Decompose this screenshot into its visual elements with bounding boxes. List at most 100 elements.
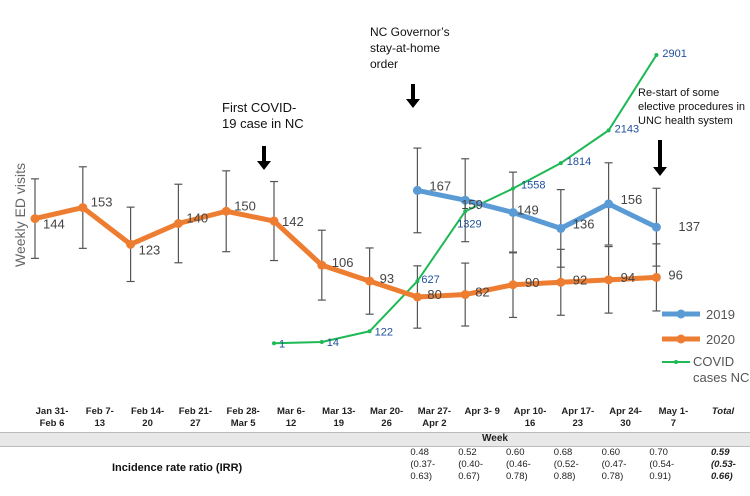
point-2020-5 xyxy=(269,216,279,226)
week-header-2: Feb 14- 20 xyxy=(130,406,165,429)
data-label-covid-12: 2143 xyxy=(615,123,639,135)
data-label-covid-13: 2901 xyxy=(662,48,686,60)
legend: 2019 2020 COVID cases NC xyxy=(662,307,749,385)
table-week-title: Week xyxy=(482,433,508,444)
week-header-3: Feb 21- 27 xyxy=(178,406,213,429)
point-2020-3 xyxy=(173,219,183,228)
arrow-first-case-head xyxy=(257,161,271,170)
annotation-first-case: First COVID- 19 case in NC xyxy=(222,100,304,131)
data-label-covid-11: 1814 xyxy=(567,156,591,168)
data-label-2020-7: 93 xyxy=(380,271,394,286)
data-label-2020-13: 96 xyxy=(668,267,682,282)
series-line-2019 xyxy=(416,187,658,231)
irr-cell-11: 0.68 (0.52- 0.88) xyxy=(553,447,579,482)
point-2020-1 xyxy=(78,203,88,213)
point-2020-12 xyxy=(604,275,614,285)
point-2020-4 xyxy=(221,206,231,216)
data-label-covid-8: 627 xyxy=(421,274,439,286)
point-covid-12 xyxy=(606,128,611,133)
point-covid-5 xyxy=(272,341,276,346)
arrow-stay-at-home-head xyxy=(406,99,420,108)
y-axis-label: Weekly ED visits xyxy=(12,163,28,267)
week-header-10: Apr 10- 16 xyxy=(513,406,547,429)
irr-cell-9: 0.52 (0.40- 0.67) xyxy=(458,447,484,482)
data-label-covid-7: 122 xyxy=(375,326,393,338)
data-label-covid-6: 14 xyxy=(327,337,339,349)
irr-cell-8: 0.48 (0.37- 0.63) xyxy=(410,447,436,482)
irr-table: Jan 31- Feb 6 Feb 7- 13 Feb 14- 20 Feb 21- … xyxy=(0,400,750,496)
data-label-2019-8: 167 xyxy=(429,178,451,193)
data-label-2020-0: 144 xyxy=(43,217,65,232)
data-label-2019-13: 137 xyxy=(678,219,700,234)
data-label-2020-3: 140 xyxy=(186,211,208,226)
data-label-2020-2: 123 xyxy=(139,242,161,257)
week-header-0: Jan 31- Feb 6 xyxy=(35,406,69,429)
legend-item-2020[interactable]: 2020 xyxy=(662,332,735,347)
line-chart: Weekly ED visits 144 153 123 140 150 142 106 93… xyxy=(12,48,749,385)
point-covid-10 xyxy=(511,186,515,191)
irr-cell-10: 0.60 (0.46- 0.78) xyxy=(506,447,531,482)
data-label-2019-10: 149 xyxy=(517,202,539,217)
week-header-4: Feb 28- Mar 5 xyxy=(226,406,260,429)
point-2019-13 xyxy=(651,222,661,232)
point-2020-7 xyxy=(365,276,375,286)
annotation-stay-at-home: NC Governor’s stay-at-home order xyxy=(370,25,450,71)
point-2020-9 xyxy=(460,290,470,300)
legend-item-covid[interactable]: COVID cases NC xyxy=(662,354,749,385)
point-2020-2 xyxy=(126,239,136,249)
point-covid-13 xyxy=(654,53,659,58)
point-2019-10 xyxy=(508,207,518,217)
data-label-2020-11: 92 xyxy=(573,272,587,287)
legend-label-2020: 2020 xyxy=(706,332,735,347)
point-covid-7 xyxy=(367,329,372,334)
data-label-covid-5: 1 xyxy=(279,338,285,350)
data-label-2020-10: 90 xyxy=(525,275,539,290)
week-header-5: Mar 6- 12 xyxy=(277,406,305,429)
week-header-7: Mar 20- 26 xyxy=(369,406,404,429)
data-label-2020-12: 94 xyxy=(621,270,635,285)
data-label-covid-10: 1558 xyxy=(521,180,545,192)
point-2019-8 xyxy=(412,185,422,195)
week-header-12: Apr 24- 30 xyxy=(609,406,642,429)
arrow-restart-head xyxy=(653,167,667,176)
week-header-1: Feb 7- 13 xyxy=(85,406,114,429)
week-header-11: Apr 17- 23 xyxy=(561,406,595,429)
point-2019-12 xyxy=(604,199,614,209)
point-covid-9 xyxy=(463,209,468,214)
data-points xyxy=(30,53,661,346)
irr-cell-12: 0.60 (0.47- 0.78) xyxy=(601,447,627,482)
point-2019-9 xyxy=(460,195,470,205)
data-label-2019-11: 136 xyxy=(573,216,595,231)
week-header-9: Apr 3- 9 xyxy=(464,406,500,417)
irr-cell-total: 0.59 (0.53- 0.66) xyxy=(711,447,736,482)
legend-label-covid-1: COVID xyxy=(693,354,734,369)
data-label-2020-4: 150 xyxy=(234,198,256,213)
data-label-2020-9: 82 xyxy=(475,285,489,300)
week-band xyxy=(0,432,750,447)
week-header-6: Mar 13- 19 xyxy=(322,406,356,429)
legend-item-2019[interactable]: 2019 xyxy=(662,307,735,322)
series-line-2020 xyxy=(34,205,657,300)
point-2020-6 xyxy=(317,260,327,270)
data-label-2019-12: 156 xyxy=(621,192,643,207)
point-covid-8 xyxy=(415,279,420,284)
irr-row-label: Incidence rate ratio (IRR) xyxy=(112,462,243,474)
point-covid-11 xyxy=(558,161,563,166)
point-2019-11 xyxy=(556,223,566,233)
data-label-covid-9: 1329 xyxy=(457,218,481,230)
point-2020-0 xyxy=(30,214,40,224)
annotation-restart: Re-start of some elective procedures in … xyxy=(638,87,746,127)
data-label-2020-1: 153 xyxy=(91,195,113,210)
week-header-8: Mar 27- Apr 2 xyxy=(417,406,452,429)
data-label-2020-5: 142 xyxy=(282,214,304,229)
data-label-2020-8: 80 xyxy=(427,287,441,302)
irr-cell-13: 0.70 (0.54- 0.91) xyxy=(649,447,675,482)
series-lines xyxy=(34,54,658,345)
annotation-arrows xyxy=(257,84,667,176)
legend-label-2019: 2019 xyxy=(706,307,735,322)
week-header-13: May 1- 7 xyxy=(658,406,689,429)
data-label-2020-6: 106 xyxy=(332,255,354,270)
point-2020-8 xyxy=(412,292,422,302)
point-2020-13 xyxy=(651,272,661,282)
point-covid-6 xyxy=(319,340,324,345)
